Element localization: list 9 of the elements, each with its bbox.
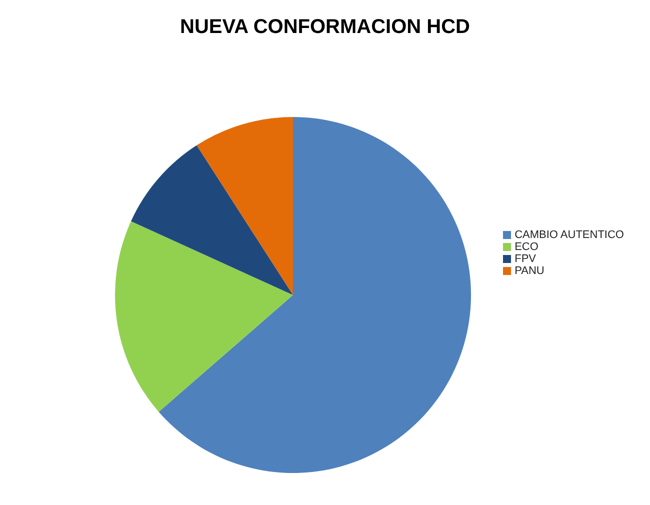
chart-title: NUEVA CONFORMACION HCD bbox=[179, 16, 471, 39]
pie-slice bbox=[196, 117, 293, 295]
legend-label: ECO bbox=[514, 240, 538, 252]
legend-label: CAMBIO AUTENTICO bbox=[514, 228, 624, 240]
pie-slice bbox=[115, 221, 293, 412]
legend-label: PANU bbox=[514, 264, 544, 276]
legend-label: FPV bbox=[514, 252, 536, 264]
pie-slice bbox=[158, 117, 471, 473]
pie-slice bbox=[131, 145, 293, 295]
